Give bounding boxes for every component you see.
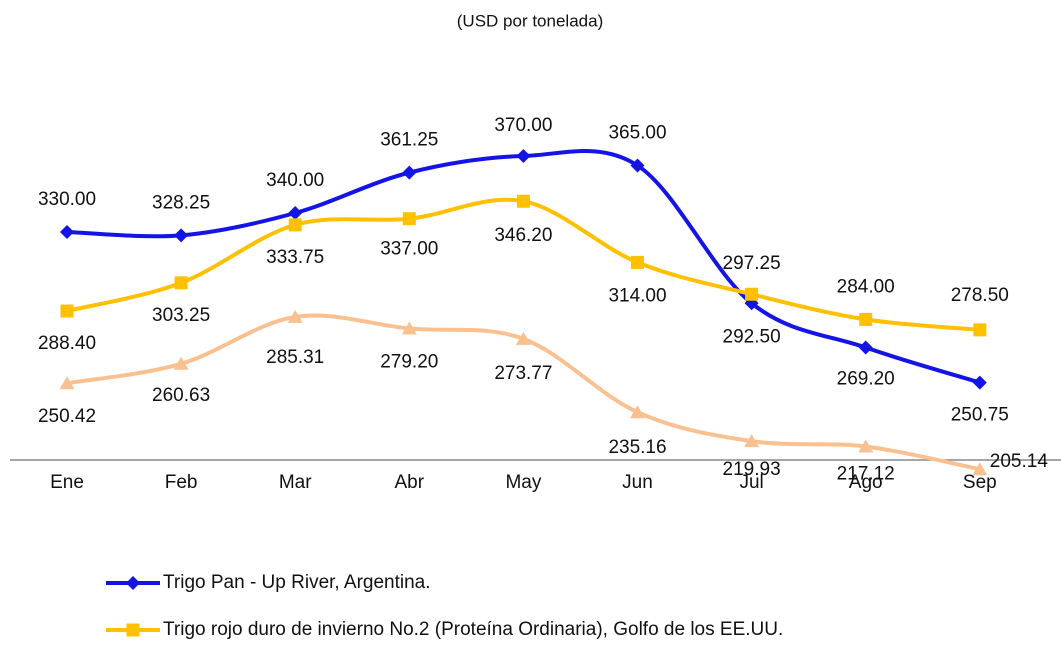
data-label: 250.75 [951, 405, 1009, 426]
data-label: 303.25 [152, 305, 210, 326]
marker [288, 218, 302, 232]
marker [174, 228, 189, 243]
x-tick-label: Mar [279, 472, 312, 493]
data-label: 273.77 [494, 363, 552, 384]
marker [972, 462, 988, 476]
marker [173, 356, 189, 370]
marker [402, 212, 416, 226]
data-label: 330.00 [38, 189, 96, 210]
data-label: 285.31 [266, 347, 324, 368]
data-label: 284.00 [837, 276, 895, 297]
marker [60, 304, 74, 318]
data-label: 250.42 [38, 406, 96, 427]
marker [516, 194, 530, 208]
legend-label: Trigo Pan - Up River, Argentina. [163, 572, 431, 593]
marker [126, 623, 140, 637]
marker [401, 321, 417, 335]
legend-label: Trigo rojo duro de invierno No.2 (Proteí… [163, 619, 783, 640]
marker [972, 375, 987, 390]
marker [288, 206, 303, 220]
x-tick-label: May [505, 472, 541, 493]
marker [745, 287, 759, 301]
data-label: 340.00 [266, 170, 324, 191]
data-label: 314.00 [608, 285, 666, 306]
x-tick-label: Ago [849, 472, 883, 493]
x-tick-label: Ene [50, 472, 84, 493]
marker [59, 376, 75, 390]
data-label: 217.12 [837, 463, 895, 484]
data-label: 297.25 [723, 253, 781, 274]
data-label: 235.16 [608, 437, 666, 458]
marker [630, 158, 645, 173]
marker [515, 331, 531, 345]
marker [631, 255, 644, 269]
data-label: 337.00 [380, 239, 438, 260]
x-tick-label: Sep [963, 472, 997, 493]
series-line [66, 149, 981, 385]
marker [516, 149, 531, 163]
x-tick-label: Jul [739, 472, 763, 493]
data-label: 288.40 [38, 333, 96, 354]
x-tick-label: Jun [622, 472, 653, 493]
x-tick-label: Feb [165, 472, 198, 493]
marker [744, 434, 760, 448]
x-tick-label: Abr [395, 472, 425, 493]
data-label: 361.25 [380, 130, 438, 151]
data-label: 219.93 [723, 459, 781, 480]
data-label: 260.63 [152, 385, 210, 406]
data-label: 205.14 [990, 451, 1049, 472]
data-label: 370.00 [494, 115, 552, 136]
data-label: 292.50 [723, 326, 781, 347]
marker [859, 312, 873, 326]
marker [858, 439, 874, 453]
marker [60, 225, 74, 239]
chart-subtitle: (USD por tonelada) [457, 11, 603, 30]
data-label: 278.50 [951, 285, 1009, 306]
marker [174, 276, 188, 290]
marker [402, 165, 417, 180]
data-label: 346.20 [494, 225, 552, 246]
marker [973, 323, 987, 337]
marker [126, 576, 140, 590]
marker [630, 405, 645, 419]
data-label: 365.00 [608, 123, 666, 144]
marker [287, 309, 303, 323]
data-label: 333.75 [266, 247, 324, 268]
data-label: 328.25 [152, 192, 210, 213]
data-label: 279.20 [380, 352, 438, 373]
data-label: 269.20 [837, 369, 895, 390]
marker [858, 340, 873, 355]
